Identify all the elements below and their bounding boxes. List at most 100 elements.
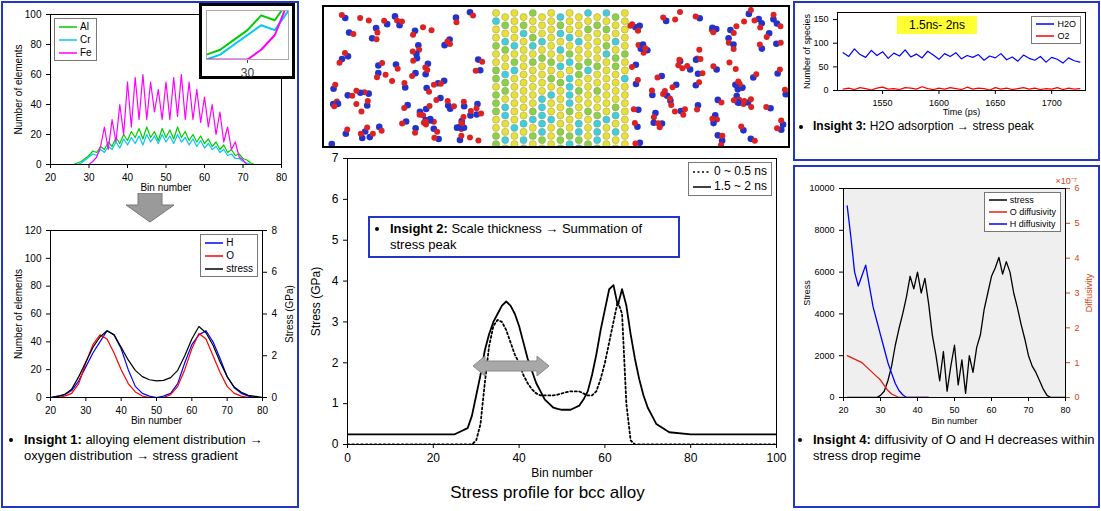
svg-text:0: 0 (272, 392, 278, 403)
svg-text:40: 40 (30, 336, 42, 347)
svg-text:60: 60 (30, 69, 42, 80)
svg-text:2000: 2000 (814, 351, 834, 361)
svg-text:30: 30 (80, 405, 92, 416)
svg-text:20: 20 (30, 129, 42, 140)
svg-text:0: 0 (36, 159, 42, 170)
svg-text:40: 40 (116, 405, 128, 416)
svg-text:Number of species: Number of species (802, 13, 812, 89)
svg-text:40: 40 (122, 172, 134, 183)
svg-text:80: 80 (684, 451, 698, 465)
svg-text:Bin number: Bin number (531, 466, 592, 480)
svg-text:Bin number: Bin number (931, 416, 977, 426)
svg-text:60: 60 (199, 172, 211, 183)
svg-text:3: 3 (332, 315, 339, 329)
svg-text:8: 8 (272, 225, 278, 236)
svg-text:Stress (GPa): Stress (GPa) (284, 285, 295, 343)
svg-text:80: 80 (30, 280, 42, 291)
svg-text:1: 1 (1075, 358, 1080, 368)
svg-text:50: 50 (818, 62, 828, 72)
svg-text:2: 2 (1075, 323, 1080, 333)
svg-text:1600: 1600 (928, 97, 949, 108)
svg-text:60: 60 (30, 308, 42, 319)
svg-text:0: 0 (332, 437, 339, 451)
html-text:stress: stress (226, 263, 253, 274)
svg-text:4: 4 (1075, 253, 1080, 263)
svg-text:Time (ps): Time (ps) (943, 107, 981, 117)
svg-text:30: 30 (875, 405, 885, 415)
html-text:1.5 ~ 2 ns: 1.5 ~ 2 ns (714, 179, 767, 193)
svg-text:4: 4 (272, 308, 278, 319)
svg-text:120: 120 (25, 225, 42, 236)
svg-text:60: 60 (986, 405, 996, 415)
svg-text:0: 0 (823, 85, 828, 95)
svg-text:2: 2 (332, 356, 339, 370)
svg-text:1550: 1550 (873, 98, 893, 108)
svg-text:100: 100 (25, 9, 42, 20)
svg-text:30: 30 (83, 172, 95, 183)
svg-text:70: 70 (237, 172, 249, 183)
html-text:O2: O2 (1057, 31, 1070, 41)
svg-text:20: 20 (45, 172, 57, 183)
svg-text:100: 100 (813, 38, 828, 48)
svg-text:20: 20 (427, 451, 441, 465)
svg-text:20: 20 (45, 405, 57, 416)
html-text:Insight 4: diffusivity of O an: Insight 4: diffusivity of O and H decrea… (813, 432, 1095, 463)
svg-text:30: 30 (241, 66, 255, 80)
svg-text:40: 40 (512, 451, 526, 465)
html-text:1.5ns- 2ns: 1.5ns- 2ns (909, 18, 965, 32)
svg-text:50: 50 (150, 404, 163, 416)
html-text:Stress profile for bcc alloy: Stress profile for bcc alloy (450, 483, 645, 502)
svg-text:150: 150 (813, 14, 828, 24)
svg-text:1700: 1700 (1042, 98, 1062, 108)
svg-text:0: 0 (344, 451, 351, 465)
svg-text:10000: 10000 (809, 183, 834, 193)
html-text:×10⁻⁷: ×10⁻⁷ (1055, 176, 1077, 186)
html-text:H2O: H2O (1057, 19, 1076, 29)
svg-text:50: 50 (949, 405, 959, 415)
svg-text:80: 80 (1060, 405, 1070, 415)
svg-text:80: 80 (257, 405, 269, 416)
svg-text:Bin number: Bin number (131, 415, 183, 426)
svg-text:80: 80 (30, 39, 42, 50)
svg-text:8000: 8000 (814, 225, 834, 235)
svg-text:4: 4 (332, 274, 339, 288)
svg-text:80: 80 (276, 172, 288, 183)
svg-text:Stress (GPa): Stress (GPa) (309, 267, 323, 336)
html-text:Fe: Fe (80, 47, 92, 58)
svg-text:Diffusivity: Diffusivity (1084, 273, 1094, 312)
svg-text:6: 6 (272, 266, 278, 277)
svg-text:50: 50 (160, 171, 172, 183)
svg-text:60: 60 (598, 451, 612, 465)
svg-text:40: 40 (30, 99, 42, 110)
svg-text:20: 20 (30, 364, 42, 375)
svg-text:4000: 4000 (814, 309, 834, 319)
svg-text:1650: 1650 (985, 98, 1005, 108)
svg-text:70: 70 (1023, 405, 1033, 415)
svg-text:6000: 6000 (814, 267, 834, 277)
svg-text:100: 100 (766, 451, 786, 465)
html-text:Insight 3: H2O adsorption → st: Insight 3: H2O adsorption → stress peak (813, 119, 1034, 133)
svg-text:70: 70 (222, 405, 234, 416)
svg-text:Stress: Stress (802, 280, 812, 306)
html-text:Insight 2: Scale thickness → S: Insight 2: Scale thickness → Summation o… (390, 221, 643, 252)
svg-text:Bin number: Bin number (140, 182, 192, 193)
html-text:Insight 1: alloying element di: Insight 1: alloying element distribution… (24, 432, 263, 463)
svg-text:2: 2 (272, 350, 278, 361)
svg-text:3: 3 (1075, 288, 1080, 298)
svg-text:0: 0 (829, 392, 834, 402)
svg-text:1: 1 (332, 396, 339, 410)
svg-text:Number of elements: Number of elements (13, 269, 24, 359)
svg-text:0: 0 (1075, 392, 1080, 402)
svg-text:5: 5 (332, 233, 339, 247)
html-text:0 ~ 0.5 ns: 0 ~ 0.5 ns (714, 164, 767, 178)
svg-text:100: 100 (25, 253, 42, 264)
svg-text:0: 0 (36, 392, 42, 403)
svg-text:7: 7 (332, 151, 339, 165)
svg-text:6: 6 (332, 192, 339, 206)
svg-text:5: 5 (1075, 218, 1080, 228)
svg-text:60: 60 (186, 405, 198, 416)
svg-text:40: 40 (912, 405, 922, 415)
svg-text:20: 20 (838, 405, 848, 415)
svg-text:Number of elements: Number of elements (13, 44, 24, 134)
html-text:Cr: Cr (80, 34, 91, 45)
